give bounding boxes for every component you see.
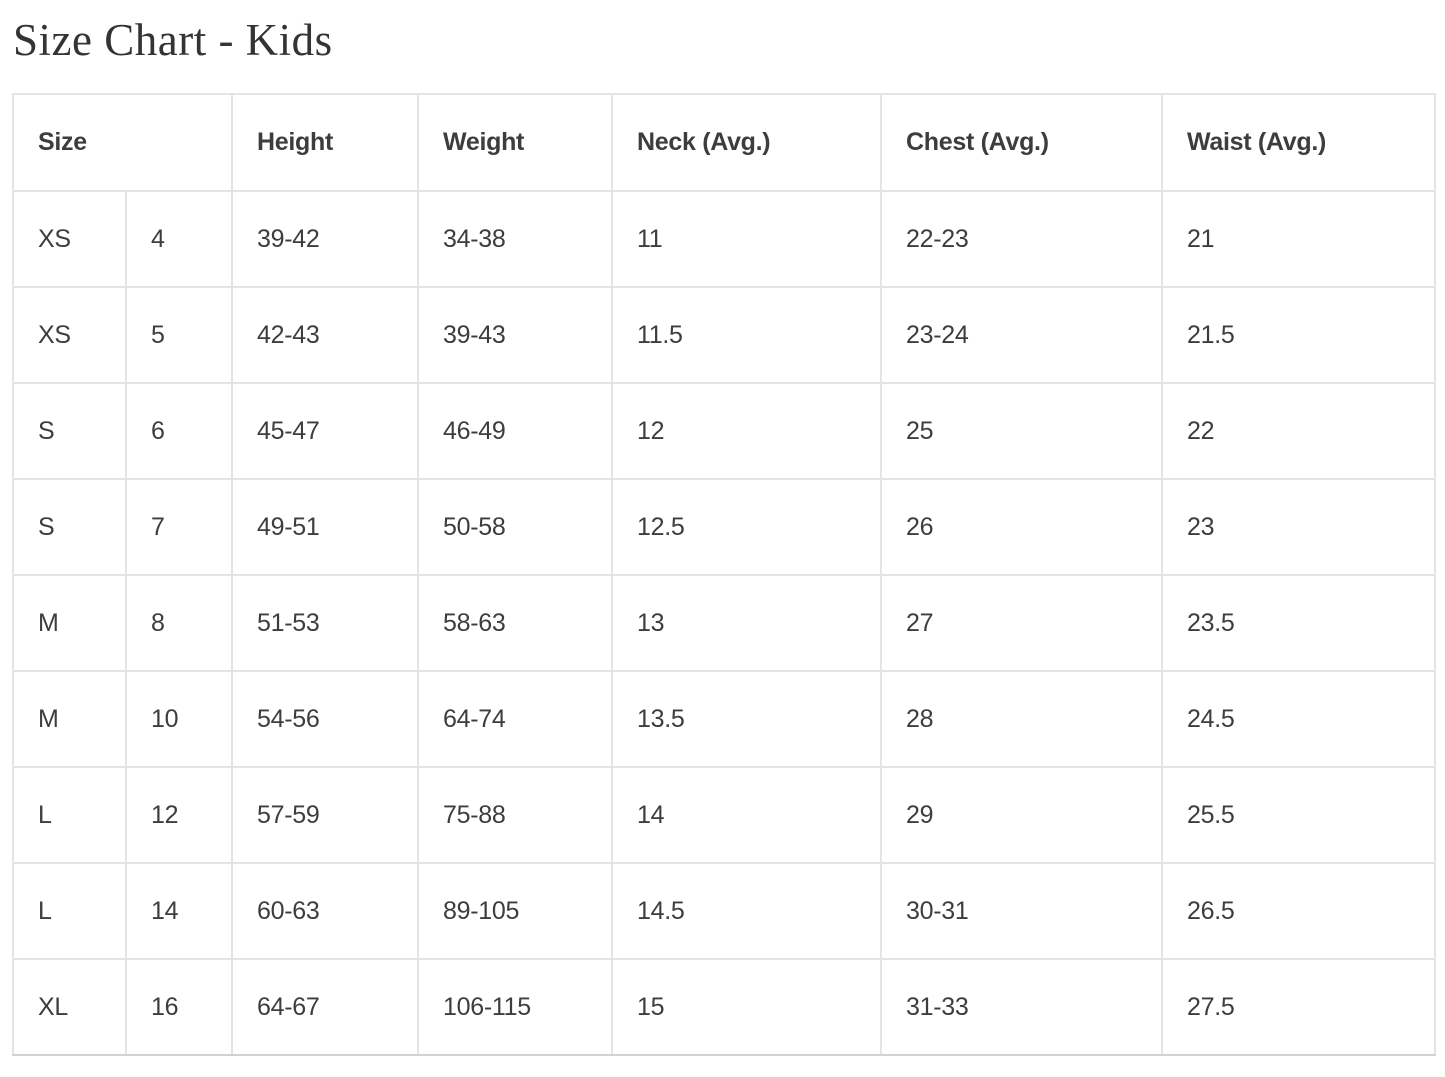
cell-neck: 11.5 — [611, 286, 883, 384]
cell-weight: 39-43 — [417, 286, 614, 384]
cell-chest: 30-31 — [880, 862, 1164, 960]
cell-height: 57-59 — [231, 766, 420, 864]
cell-weight: 46-49 — [417, 382, 614, 480]
cell-weight: 89-105 — [417, 862, 614, 960]
cell-size-number: 16 — [124, 958, 234, 1056]
cell-neck: 14.5 — [611, 862, 883, 960]
column-header-size: Size — [11, 93, 234, 192]
cell-height: 49-51 — [231, 478, 420, 576]
cell-size-number: 6 — [124, 382, 234, 480]
cell-height: 42-43 — [231, 286, 420, 384]
cell-neck: 15 — [611, 958, 883, 1056]
cell-waist: 23.5 — [1161, 574, 1437, 672]
column-header-waist: Waist (Avg.) — [1161, 93, 1437, 192]
header-row: Size Height Weight Neck (Avg.) Chest (Av… — [11, 93, 1437, 192]
cell-height: 45-47 — [231, 382, 420, 480]
cell-size-letter: S — [12, 382, 127, 480]
cell-size-letter: M — [12, 670, 127, 768]
cell-size-letter: XS — [12, 286, 127, 384]
table-row: M 8 51-53 58-63 13 27 23.5 — [12, 574, 1437, 672]
cell-weight: 75-88 — [417, 766, 614, 864]
table-row: XL 16 64-67 106-115 15 31-33 27.5 — [12, 958, 1437, 1056]
cell-chest: 22-23 — [880, 190, 1164, 288]
cell-size-number: 5 — [124, 286, 234, 384]
cell-neck: 12 — [611, 382, 883, 480]
table-row: L 14 60-63 89-105 14.5 30-31 26.5 — [12, 862, 1437, 960]
cell-chest: 29 — [880, 766, 1164, 864]
cell-size-number: 10 — [124, 670, 234, 768]
cell-size-number: 14 — [124, 862, 234, 960]
cell-height: 51-53 — [231, 574, 420, 672]
cell-size-letter: XS — [12, 190, 127, 288]
table-row: XS 5 42-43 39-43 11.5 23-24 21.5 — [12, 286, 1437, 384]
table-row: L 12 57-59 75-88 14 29 25.5 — [12, 766, 1437, 864]
cell-weight: 64-74 — [417, 670, 614, 768]
cell-waist: 27.5 — [1161, 958, 1437, 1056]
cell-chest: 25 — [880, 382, 1164, 480]
cell-neck: 12.5 — [611, 478, 883, 576]
cell-size-number: 8 — [124, 574, 234, 672]
column-header-chest: Chest (Avg.) — [880, 93, 1164, 192]
cell-waist: 24.5 — [1161, 670, 1437, 768]
cell-waist: 21 — [1161, 190, 1437, 288]
cell-size-letter: XL — [12, 958, 127, 1056]
cell-weight: 34-38 — [417, 190, 614, 288]
column-header-weight: Weight — [417, 93, 614, 192]
column-header-height: Height — [231, 93, 420, 192]
table-row: XS 4 39-42 34-38 11 22-23 21 — [12, 190, 1437, 288]
cell-size-number: 12 — [124, 766, 234, 864]
cell-size-letter: L — [12, 862, 127, 960]
table-row: M 10 54-56 64-74 13.5 28 24.5 — [12, 670, 1437, 768]
cell-size-letter: M — [12, 574, 127, 672]
cell-neck: 14 — [611, 766, 883, 864]
cell-weight: 106-115 — [417, 958, 614, 1056]
cell-waist: 23 — [1161, 478, 1437, 576]
cell-waist: 22 — [1161, 382, 1437, 480]
cell-chest: 23-24 — [880, 286, 1164, 384]
cell-neck: 13.5 — [611, 670, 883, 768]
size-chart-table: Size Height Weight Neck (Avg.) Chest (Av… — [11, 93, 1437, 1056]
cell-chest: 31-33 — [880, 958, 1164, 1056]
cell-waist: 21.5 — [1161, 286, 1437, 384]
cell-height: 39-42 — [231, 190, 420, 288]
cell-chest: 28 — [880, 670, 1164, 768]
cell-waist: 26.5 — [1161, 862, 1437, 960]
table-row: S 7 49-51 50-58 12.5 26 23 — [12, 478, 1437, 576]
cell-size-letter: S — [12, 478, 127, 576]
page-title: Size Chart - Kids — [13, 15, 333, 65]
cell-height: 64-67 — [231, 958, 420, 1056]
cell-chest: 27 — [880, 574, 1164, 672]
cell-weight: 50-58 — [417, 478, 614, 576]
cell-size-number: 4 — [124, 190, 234, 288]
cell-height: 60-63 — [231, 862, 420, 960]
cell-neck: 11 — [611, 190, 883, 288]
cell-waist: 25.5 — [1161, 766, 1437, 864]
column-header-neck: Neck (Avg.) — [611, 93, 883, 192]
cell-chest: 26 — [880, 478, 1164, 576]
table-row: S 6 45-47 46-49 12 25 22 — [12, 382, 1437, 480]
cell-size-letter: L — [12, 766, 127, 864]
cell-height: 54-56 — [231, 670, 420, 768]
cell-weight: 58-63 — [417, 574, 614, 672]
cell-size-number: 7 — [124, 478, 234, 576]
cell-neck: 13 — [611, 574, 883, 672]
